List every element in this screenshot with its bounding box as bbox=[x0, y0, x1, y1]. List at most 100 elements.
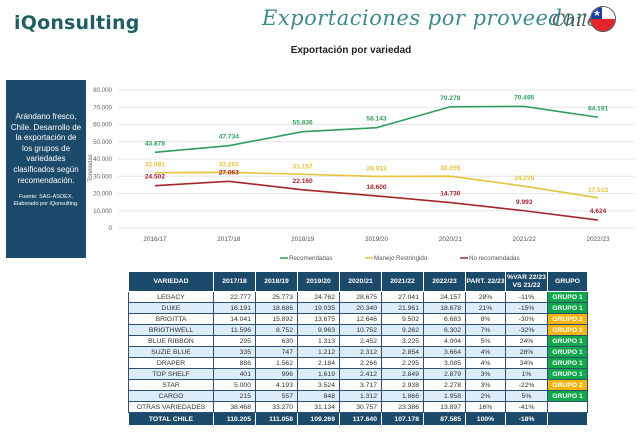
variation-cell: -41% bbox=[505, 401, 548, 413]
value-cell: 2.854 bbox=[381, 346, 424, 358]
y-tick-label: 50.000 bbox=[93, 139, 112, 146]
group-badge: GRUPO 1 bbox=[547, 357, 588, 369]
value-cell: 31.134 bbox=[297, 401, 340, 413]
group-badge: GRUPO 2 bbox=[547, 313, 588, 325]
value-cell: 21.961 bbox=[381, 302, 424, 314]
table-row: OTRAS VARIEDADES 38.468 33.270 31.134 30.757… bbox=[128, 401, 588, 413]
value-cell: 1.312 bbox=[339, 390, 382, 402]
data-label: 32.081 bbox=[145, 162, 166, 169]
share-cell: 16% bbox=[465, 401, 506, 413]
group-badge: GRUPO 2 bbox=[547, 324, 588, 336]
y-tick-label: 70.000 bbox=[93, 104, 112, 111]
value-cell: 8.752 bbox=[255, 324, 298, 336]
table-row: TOP SHELF 401 996 1.619 2.412 2.849 2.879 3% 1% G… bbox=[128, 368, 588, 380]
x-tick-label: 2016/17 bbox=[143, 236, 167, 243]
group-cell bbox=[547, 412, 588, 426]
y-tick-label: 30.000 bbox=[93, 173, 112, 180]
table-row: SUZIE BLUE 335 747 1.212 2.312 2.854 3.664 4% 28… bbox=[128, 346, 588, 358]
value-cell: 1.212 bbox=[297, 346, 340, 358]
value-cell: 18.686 bbox=[255, 302, 298, 314]
legend-label: Recomendadas bbox=[289, 255, 332, 262]
value-cell: 117.640 bbox=[339, 412, 382, 426]
y-tick-label: 0 bbox=[109, 225, 113, 232]
value-cell: 38.468 bbox=[213, 401, 256, 413]
data-label: 24.235 bbox=[514, 175, 535, 182]
value-cell: 2.452 bbox=[339, 335, 382, 347]
variety-cell: SUZIE BLUE bbox=[128, 346, 214, 358]
value-cell: 4.193 bbox=[255, 379, 298, 391]
x-tick-label: 2022/23 bbox=[587, 236, 611, 243]
value-cell: 110.205 bbox=[213, 412, 256, 426]
group-badge: GRUPO 2 bbox=[547, 379, 588, 391]
column-header: GRUPO bbox=[547, 271, 588, 292]
column-header: 2019/20 bbox=[297, 271, 340, 292]
x-tick-label: 2020/21 bbox=[439, 236, 463, 243]
variety-cell: DUKE bbox=[128, 302, 214, 314]
value-cell: 1.619 bbox=[297, 368, 340, 380]
country-label: Chile bbox=[552, 11, 597, 31]
value-cell: 1.562 bbox=[255, 357, 298, 369]
column-header: VARIEDAD bbox=[128, 271, 214, 292]
value-cell: 3.524 bbox=[297, 379, 340, 391]
variety-cell: BRIGTHWELL bbox=[128, 324, 214, 336]
value-cell: 2.266 bbox=[339, 357, 382, 369]
table-row: DRAPER 886 1.562 2.184 2.266 2.295 3.085 4% 34% G… bbox=[128, 357, 588, 369]
variety-cell: LEGACY bbox=[128, 291, 214, 303]
value-cell: 14.041 bbox=[213, 313, 256, 325]
x-tick-label: 2021/22 bbox=[513, 236, 537, 243]
value-cell: 13.897 bbox=[423, 401, 466, 413]
description-box: Arándano fresco, Chile. Desarrollo de la… bbox=[6, 80, 86, 258]
value-cell: 24.762 bbox=[297, 291, 340, 303]
value-cell: 6.302 bbox=[423, 324, 466, 336]
data-label: 22.160 bbox=[293, 178, 314, 185]
value-cell: 109.269 bbox=[297, 412, 340, 426]
legend-item: Manejo Restringido bbox=[365, 255, 428, 262]
column-header: 2020/21 bbox=[339, 271, 382, 292]
series-line-recomendadas bbox=[154, 105, 599, 154]
table-row: STAR 5.000 4.193 3.524 3.717 2.938 2.278 3% -22%… bbox=[128, 379, 588, 391]
value-cell: 6.683 bbox=[423, 313, 466, 325]
legend-item: No recomendadas bbox=[460, 255, 520, 262]
value-cell: 111.058 bbox=[255, 412, 298, 426]
value-cell: 2.184 bbox=[297, 357, 340, 369]
value-cell: 19.035 bbox=[297, 302, 340, 314]
value-cell: 23.386 bbox=[381, 401, 424, 413]
column-header: PART. 22/23 bbox=[465, 271, 506, 292]
column-header: 2017/18 bbox=[213, 271, 256, 292]
variety-table-container: VARIEDAD 2017/18 2018/19 2019/20 2020/21 2021… bbox=[128, 271, 588, 426]
share-cell: 2% bbox=[465, 390, 506, 402]
value-cell: 2.295 bbox=[381, 357, 424, 369]
y-tick-label: 20.000 bbox=[93, 191, 112, 198]
value-cell: 996 bbox=[255, 368, 298, 380]
value-cell: 15.892 bbox=[255, 313, 298, 325]
value-cell: 3.717 bbox=[339, 379, 382, 391]
variation-cell: 1% bbox=[505, 368, 548, 380]
y-tick-label: 60.000 bbox=[93, 122, 112, 129]
variation-cell: 28% bbox=[505, 346, 548, 358]
y-tick-label: 10.000 bbox=[93, 208, 112, 215]
table-row: DUKE 16.191 18.686 19.035 20.340 21.961 18.678… bbox=[128, 302, 588, 314]
value-cell: 295 bbox=[213, 335, 256, 347]
value-cell: 557 bbox=[255, 390, 298, 402]
variation-cell: 24% bbox=[505, 335, 548, 347]
share-cell: 8% bbox=[465, 313, 506, 325]
value-cell: 25.773 bbox=[255, 291, 298, 303]
table-row: BLUE RIBBON 295 630 1.313 2.452 3.225 4.004 5% 2… bbox=[128, 335, 588, 347]
data-label: 55.836 bbox=[293, 120, 314, 127]
variety-cell: TOP SHELF bbox=[128, 368, 214, 380]
group-badge: GRUPO 1 bbox=[547, 302, 588, 314]
value-cell: 2.312 bbox=[339, 346, 382, 358]
value-cell: 10.752 bbox=[339, 324, 382, 336]
variety-cell: CARGO bbox=[128, 390, 214, 402]
data-label: 30.055 bbox=[440, 165, 461, 172]
value-cell: 335 bbox=[213, 346, 256, 358]
data-label: 70.278 bbox=[440, 95, 461, 102]
share-cell: 5% bbox=[465, 335, 506, 347]
value-cell: 886 bbox=[213, 357, 256, 369]
value-cell: 1.866 bbox=[381, 390, 424, 402]
series-line-no-recomendadas bbox=[154, 180, 599, 221]
data-label: 9.993 bbox=[516, 199, 533, 206]
variety-cell: STAR bbox=[128, 379, 214, 391]
column-header: %VAR 22/23 VS 21/22 bbox=[505, 271, 548, 292]
value-cell: 2.849 bbox=[381, 368, 424, 380]
